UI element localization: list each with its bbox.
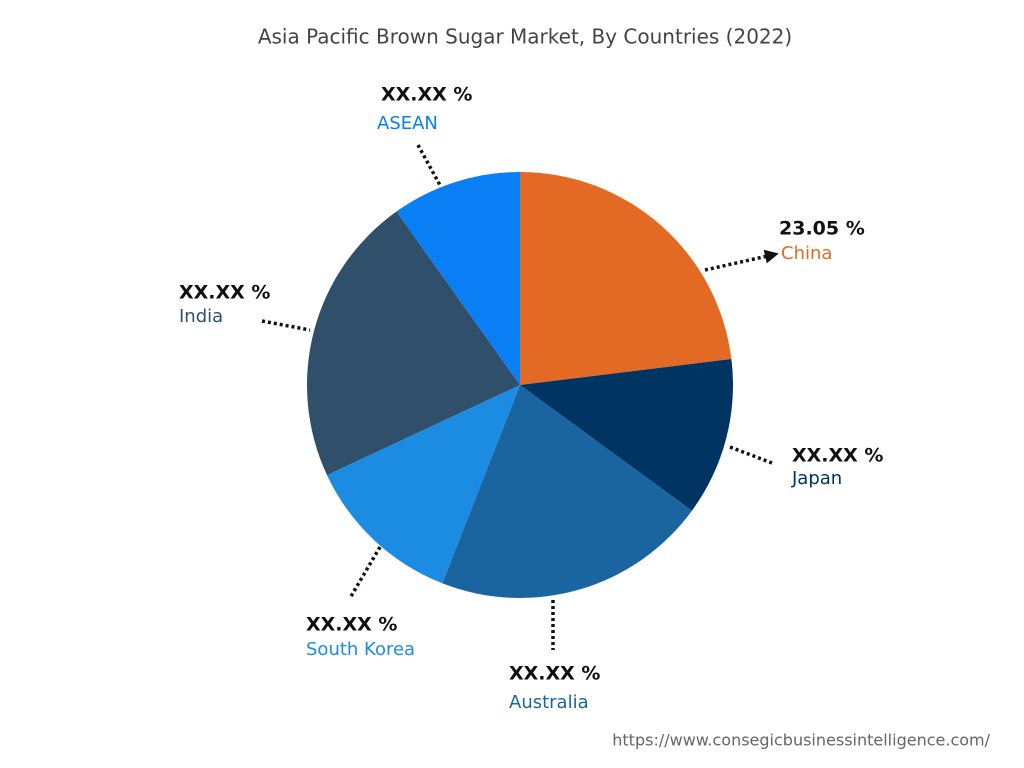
legend-label: Australia xyxy=(509,692,589,713)
pie-slice xyxy=(326,385,520,584)
value-label: 23.05 % xyxy=(779,218,865,240)
legend-label: India xyxy=(179,306,223,327)
leader-line xyxy=(261,319,311,332)
leader-line xyxy=(704,249,779,272)
leader-line xyxy=(416,144,443,188)
legend-label: ASEAN xyxy=(377,113,438,134)
legend-label: China xyxy=(781,243,832,264)
value-label: XX.XX % xyxy=(792,445,883,467)
value-label: XX.XX % xyxy=(306,614,397,636)
pie-slice xyxy=(520,172,732,385)
legend-label: South Korea xyxy=(306,639,415,660)
leader-line xyxy=(348,546,382,599)
source: https://www.consegicbusinessintelligence… xyxy=(612,731,990,750)
pie-slice xyxy=(396,172,520,385)
legend-label: Japan xyxy=(791,468,842,489)
chart-title: Asia Pacific Brown Sugar Market, By Coun… xyxy=(258,25,792,49)
pie-slice xyxy=(520,358,733,511)
value-label: XX.XX % xyxy=(179,282,270,304)
value-label: XX.XX % xyxy=(509,663,600,685)
pie-slice xyxy=(307,211,520,476)
leader-line xyxy=(729,445,773,465)
pie-slice xyxy=(442,385,692,598)
value-label: XX.XX % xyxy=(381,84,472,106)
